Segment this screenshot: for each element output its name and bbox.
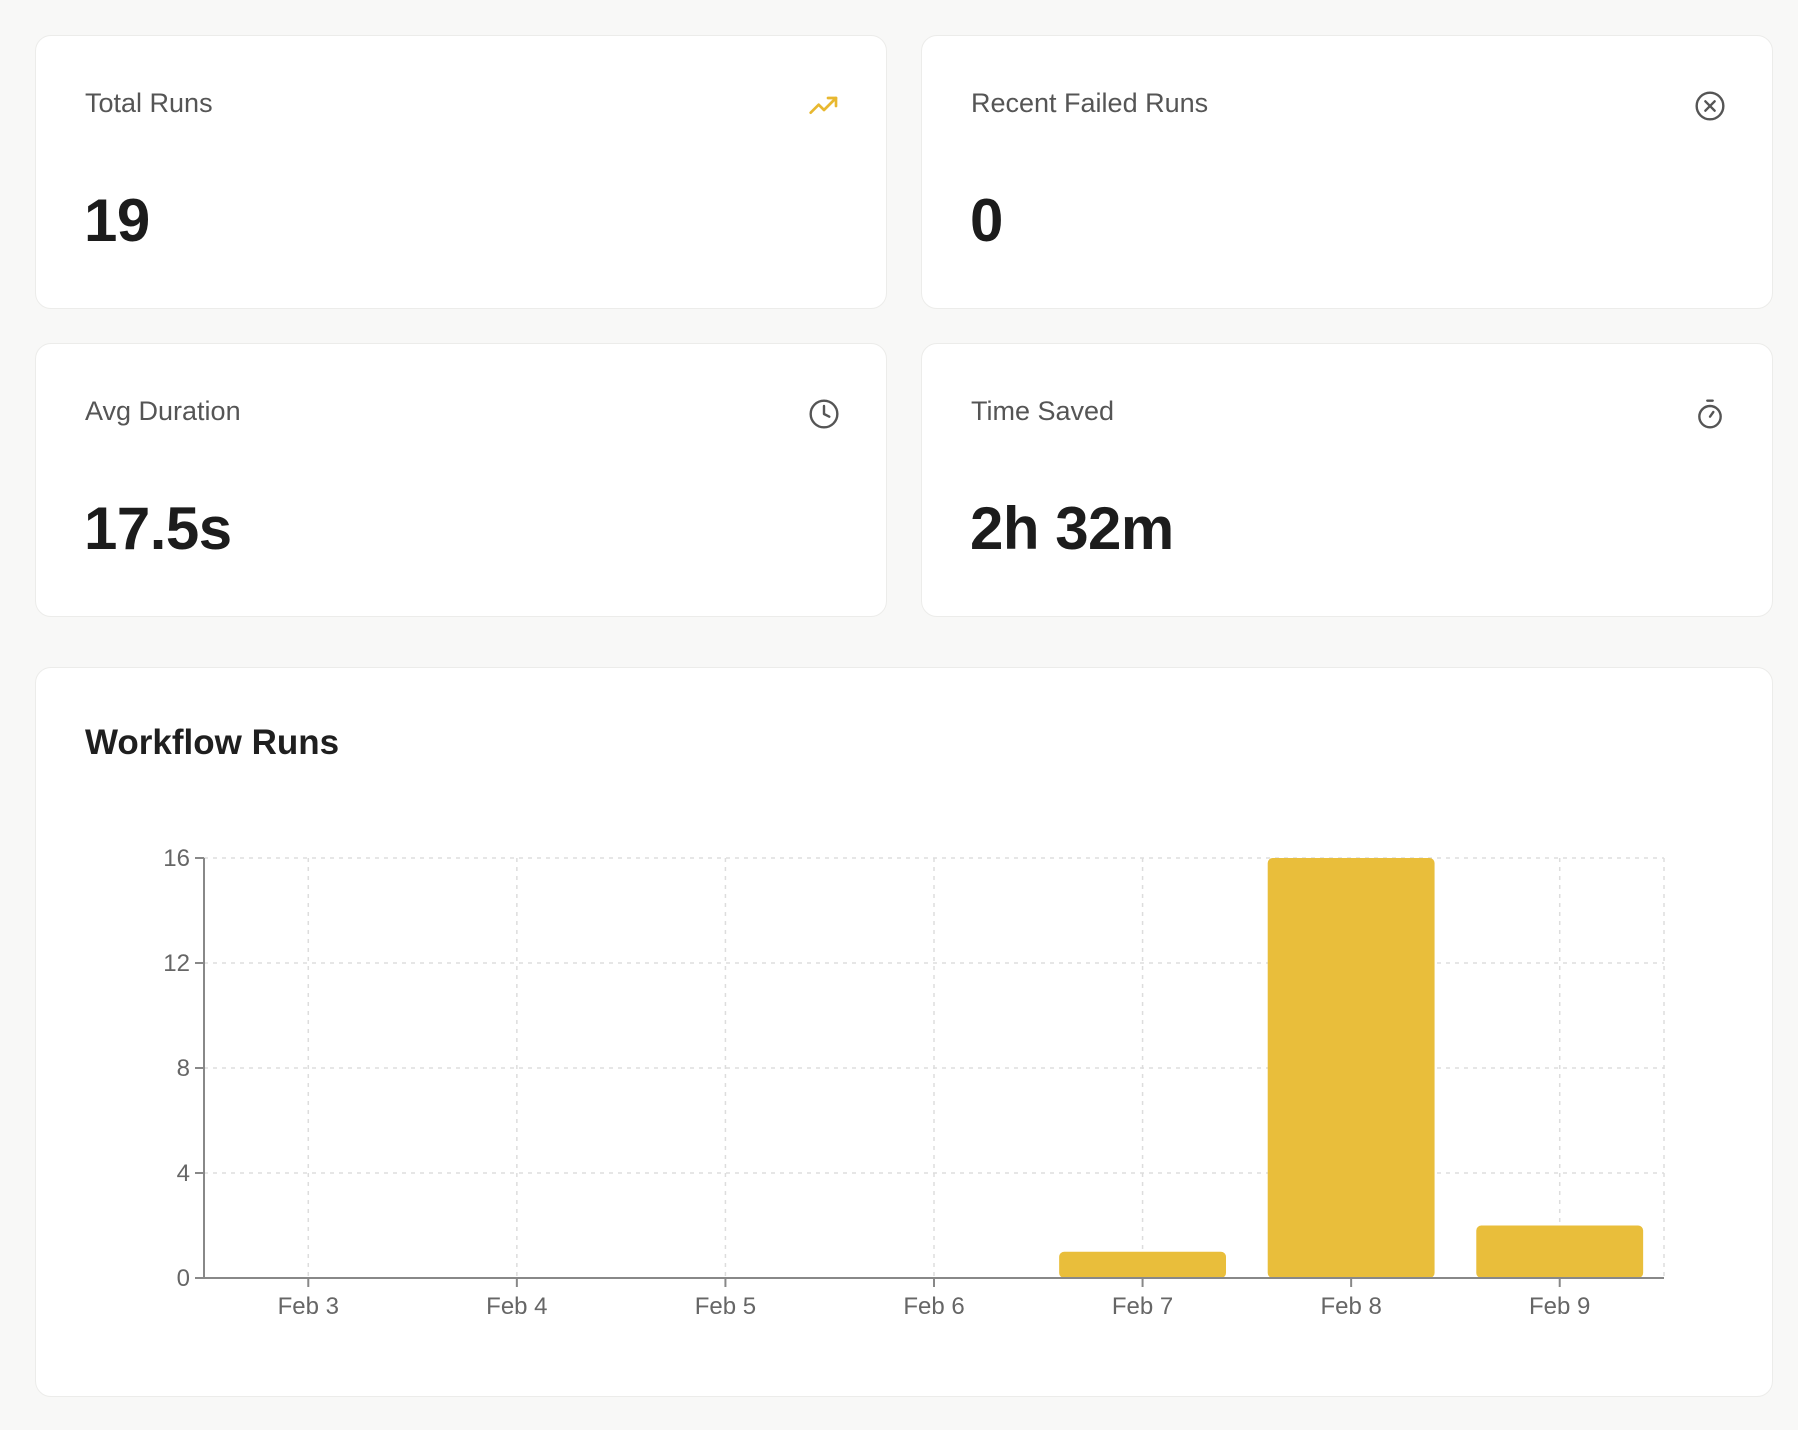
chart-card-workflow-runs: Workflow Runs 0 4 8 12 16 Feb 3 Feb 4 Feb 5 Feb … (35, 667, 1773, 1397)
bar-feb-9 (1476, 1225, 1644, 1278)
x-tick-label: Feb 7 (1112, 1293, 1173, 1320)
x-tick-label: Feb 9 (1529, 1293, 1590, 1320)
stat-card-total-runs: Total Runs 19 (35, 35, 887, 309)
stat-label: Avg Duration (85, 396, 241, 426)
stat-value: 0 (970, 187, 1003, 254)
stat-label: Total Runs (85, 88, 213, 118)
y-tick-label: 4 (177, 1160, 190, 1187)
stat-value: 2h 32m (970, 495, 1174, 562)
bar-feb-7 (1059, 1251, 1226, 1278)
y-tick-label: 12 (163, 950, 190, 977)
chart-title: Workflow Runs (85, 723, 340, 762)
clock-icon (809, 399, 839, 429)
stat-card-time-saved: Time Saved 2h 32m (921, 343, 1773, 617)
y-tick-label: 16 (163, 845, 190, 872)
y-tick-label: 8 (177, 1055, 190, 1082)
stat-card-avg-duration: Avg Duration 17.5s (35, 343, 887, 617)
stopwatch-icon (1698, 399, 1722, 429)
stat-value: 19 (84, 187, 150, 254)
stat-card-recent-failed-runs: Recent Failed Runs 0 (921, 35, 1773, 309)
stat-label: Time Saved (971, 396, 1115, 426)
stat-label: Recent Failed Runs (971, 88, 1209, 118)
x-circle-icon (1695, 91, 1725, 121)
workflow-runs-bar-chart: 0 4 8 12 16 Feb 3 Feb 4 Feb 5 Feb 6 Feb 7 Feb 8 Feb… (163, 845, 1665, 1320)
y-tick-label: 0 (177, 1265, 190, 1292)
x-tick-label: Feb 3 (278, 1293, 339, 1320)
x-tick-label: Feb 5 (695, 1293, 756, 1320)
stat-value: 17.5s (84, 495, 232, 562)
trend-up-icon (809, 96, 838, 114)
x-tick-label: Feb 6 (903, 1293, 964, 1320)
x-tick-label: Feb 8 (1320, 1293, 1381, 1320)
bar-feb-8 (1267, 858, 1435, 1278)
x-tick-label: Feb 4 (486, 1293, 547, 1320)
